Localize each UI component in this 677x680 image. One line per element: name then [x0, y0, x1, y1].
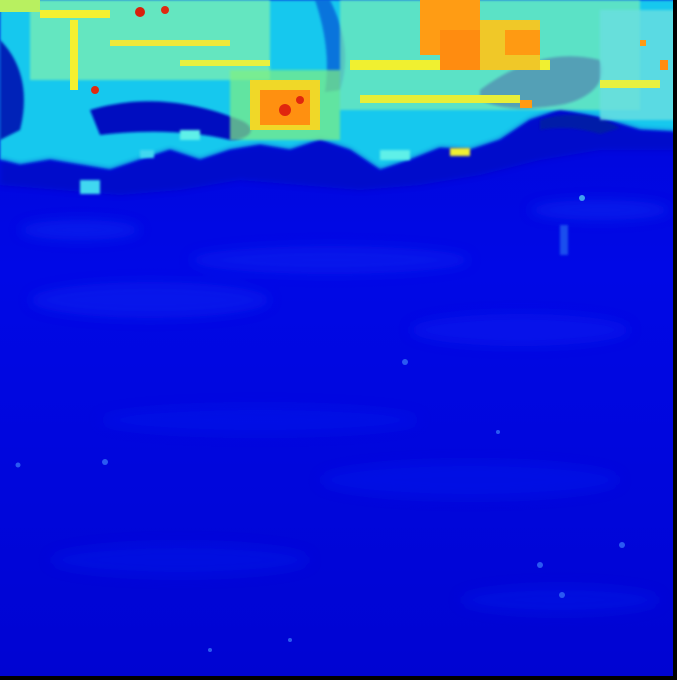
urban-hot: [91, 0, 668, 125]
coastal-bright-spots: [80, 130, 568, 255]
image-border-right: [673, 0, 677, 680]
image-border-bottom: [0, 676, 677, 680]
water-texture: [20, 200, 670, 614]
water-specks: [15, 195, 625, 652]
